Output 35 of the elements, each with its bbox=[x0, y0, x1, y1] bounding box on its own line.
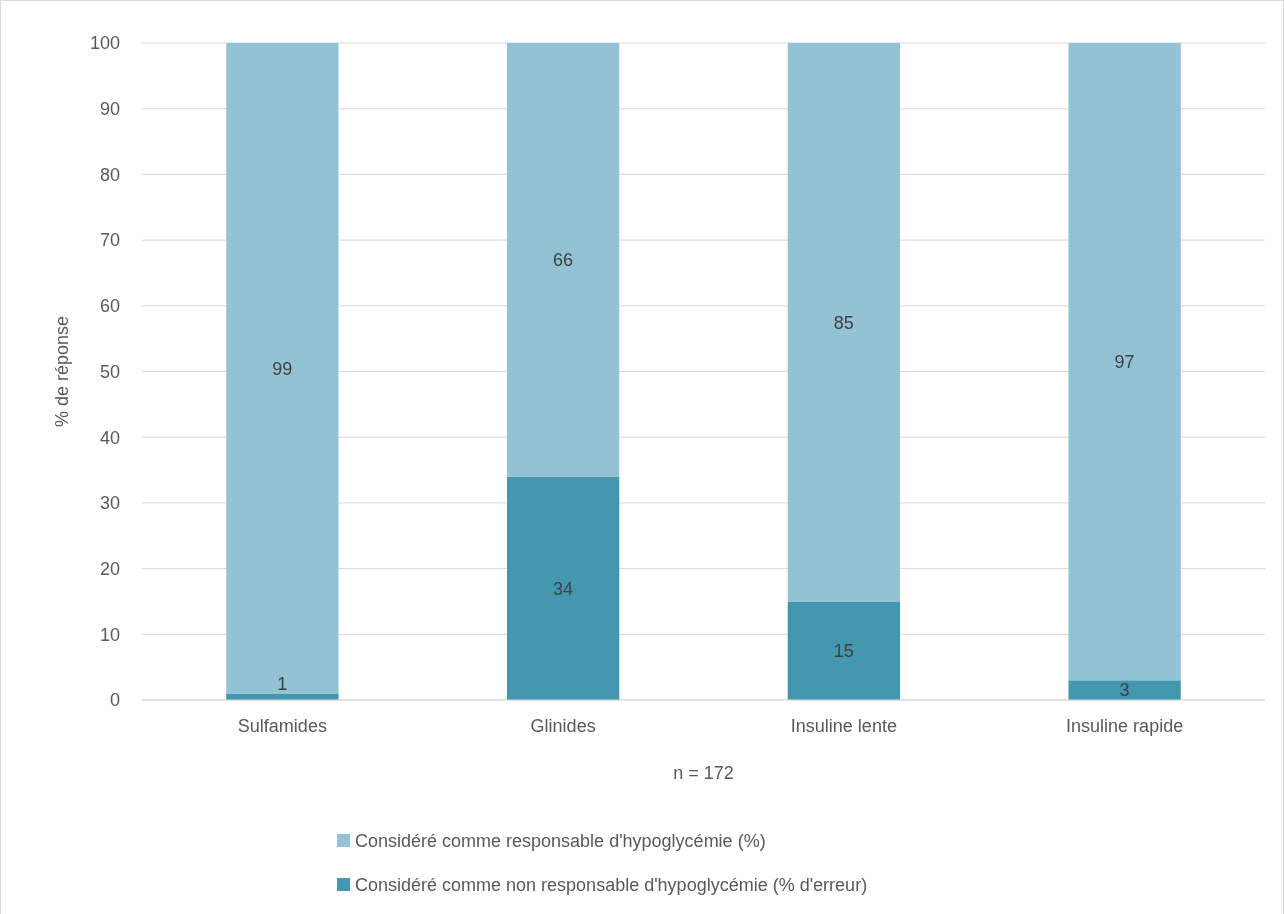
x-tick-label: Insuline lente bbox=[790, 716, 897, 736]
y-tick-label: 30 bbox=[99, 493, 120, 514]
bar bbox=[226, 693, 339, 700]
data-label: 3 bbox=[1119, 680, 1130, 701]
x-axis-title: n = 172 bbox=[673, 763, 734, 783]
data-label: 15 bbox=[833, 641, 854, 662]
y-tick-label: 20 bbox=[99, 558, 120, 579]
bar bbox=[506, 476, 620, 700]
data-label: 97 bbox=[1114, 351, 1135, 372]
legend-label: Considéré comme responsable d'hypoglycémie (%) bbox=[355, 831, 766, 852]
x-tick-label: Sulfamides bbox=[237, 716, 327, 736]
bar bbox=[787, 43, 901, 602]
y-tick-label: 0 bbox=[109, 690, 120, 711]
x-tick-label: Glinides bbox=[530, 716, 596, 736]
data-label: 1 bbox=[277, 673, 288, 694]
y-axis-title: % de réponse bbox=[52, 315, 72, 428]
y-tick-label: 40 bbox=[99, 427, 120, 448]
x-tick-label: Insuline rapide bbox=[1066, 716, 1184, 736]
y-tick-label: 90 bbox=[99, 99, 120, 119]
bar bbox=[1068, 680, 1181, 700]
y-tick-label: 60 bbox=[99, 296, 120, 317]
data-label: 34 bbox=[553, 578, 574, 599]
y-tick-label: 10 bbox=[99, 624, 120, 645]
legend-label: Considéré comme non responsable d'hypoglycémie (% d'erreur) bbox=[355, 875, 868, 896]
bar bbox=[226, 43, 339, 694]
data-label: 66 bbox=[553, 250, 574, 271]
bar bbox=[1068, 43, 1181, 681]
y-tick-label: 80 bbox=[99, 164, 120, 185]
y-tick-label: 70 bbox=[99, 230, 120, 251]
bar bbox=[787, 601, 901, 700]
data-label: 85 bbox=[833, 312, 854, 333]
bar bbox=[506, 43, 620, 477]
y-tick-label: 50 bbox=[99, 361, 120, 382]
data-label: 99 bbox=[272, 358, 293, 379]
y-tick-label: 100 bbox=[89, 33, 120, 54]
